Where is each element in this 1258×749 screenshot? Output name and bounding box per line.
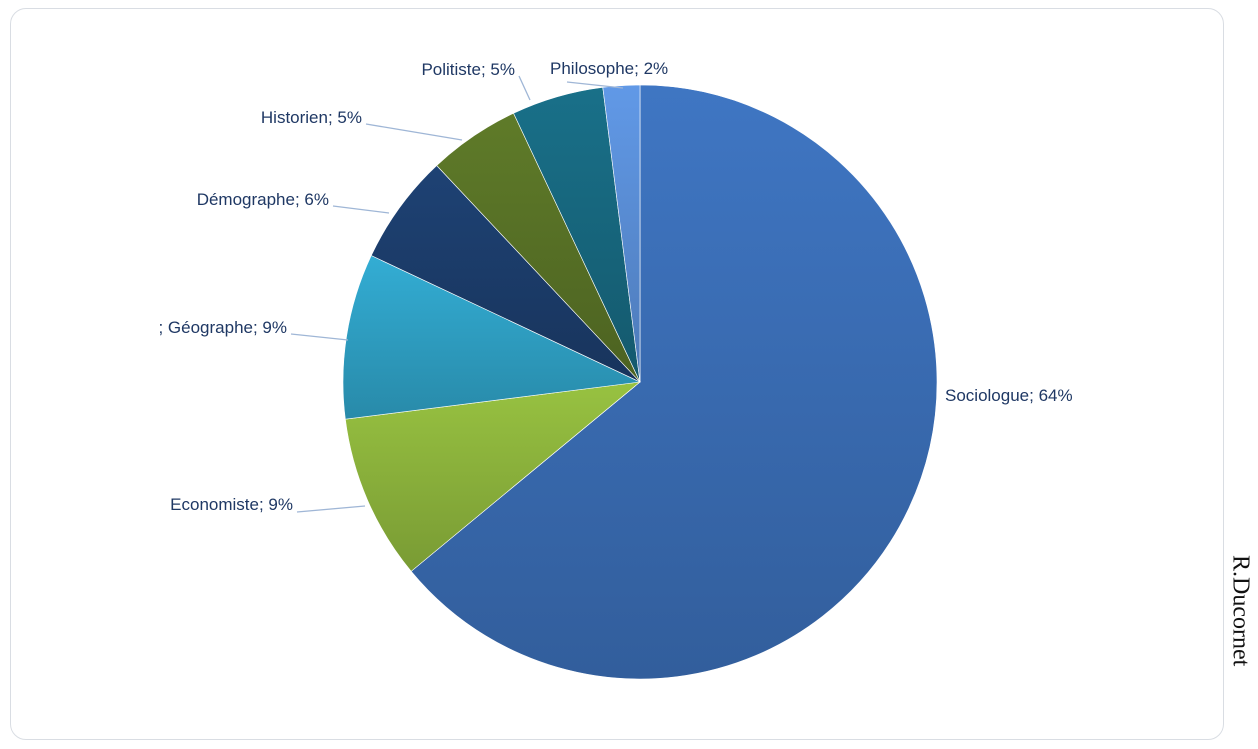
slice-label: Sociologue; 64% (945, 386, 1073, 405)
leader-line (296, 505, 366, 513)
author-signature: R.Ducornet (1222, 20, 1258, 740)
leader-line (518, 75, 531, 101)
signature-text: R.Ducornet (1227, 555, 1254, 667)
pie-slice-sociologue (410, 84, 938, 680)
pie-chart: Sociologue; 64% Economiste; 9% ; Géographe… (158, 59, 1073, 680)
leader-line (365, 123, 463, 141)
pie-slices (342, 84, 938, 680)
slice-label: Historien; 5% (261, 108, 362, 127)
slice-label: ; Géographe; 9% (158, 318, 287, 337)
slice-label: Economiste; 9% (170, 495, 293, 514)
slice-label: Philosophe; 2% (550, 59, 668, 78)
leader-line (566, 81, 624, 89)
pie-slice-philosophe (602, 84, 641, 383)
pie-slice-economiste (345, 381, 641, 572)
slice-labels: Sociologue; 64% Economiste; 9% ; Géographe… (158, 59, 1072, 514)
leader-lines (290, 75, 624, 513)
slice-label: Politiste; 5% (421, 60, 515, 79)
leader-line (290, 333, 349, 341)
pie-slice-geographe (342, 255, 642, 420)
slice-label: Démographe; 6% (197, 190, 329, 209)
leader-line (332, 205, 390, 214)
